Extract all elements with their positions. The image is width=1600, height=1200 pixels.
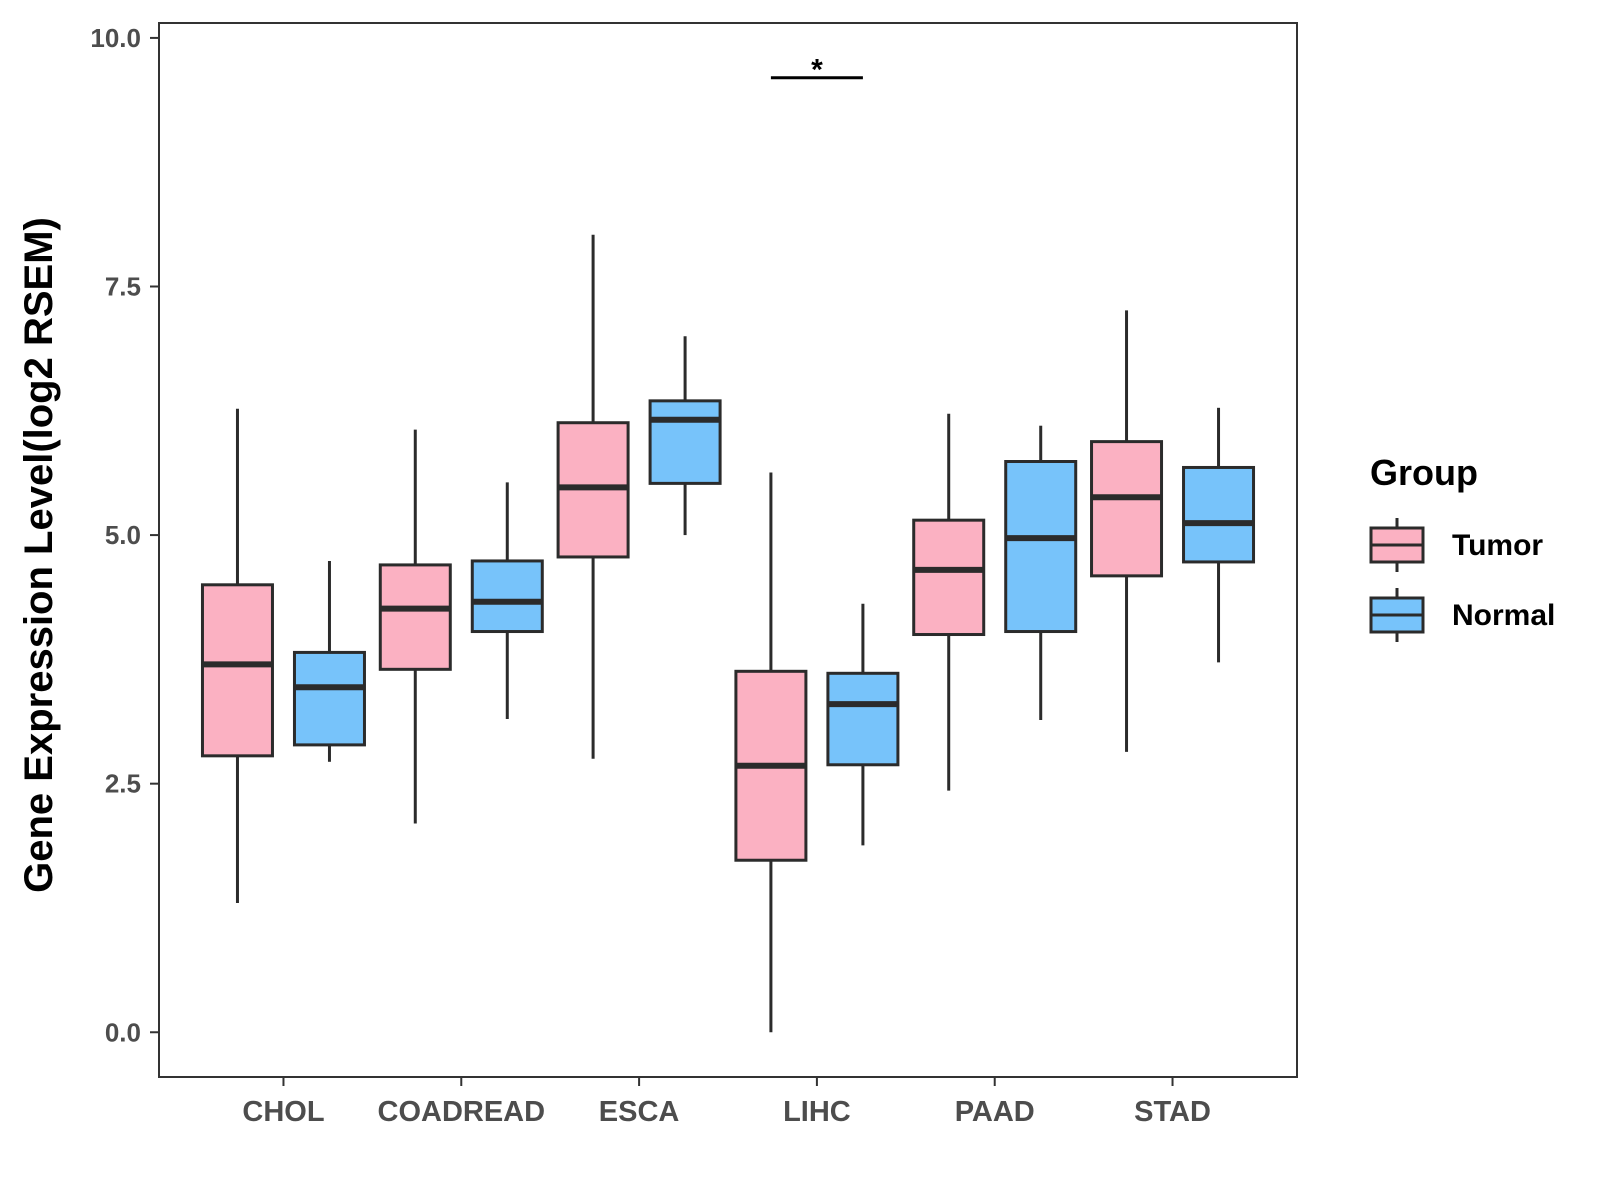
box-coadread-normal xyxy=(470,482,544,720)
y-tick-label: 0.0 xyxy=(105,1017,141,1047)
box-iqr xyxy=(1090,440,1164,578)
box-iqr xyxy=(826,671,900,767)
y-tick-label: 2.5 xyxy=(105,769,141,799)
x-tick-label-lihc: LIHC xyxy=(783,1096,851,1128)
x-tick-label-chol: CHOL xyxy=(242,1096,324,1128)
plot-area: * xyxy=(158,22,1298,1078)
y-tick-label: 7.5 xyxy=(105,272,141,302)
box-esca-normal xyxy=(648,336,722,536)
box-stad-normal xyxy=(1182,407,1256,663)
x-tick-label-coadread: COADREAD xyxy=(378,1096,546,1128)
box-coadread-tumor xyxy=(378,429,452,824)
y-axis-title: Gene Expression Level(log2 RSEM) xyxy=(17,217,61,893)
y-tick-label: 5.0 xyxy=(105,520,141,550)
box-paad-tumor xyxy=(912,413,986,791)
box-iqr xyxy=(292,650,366,747)
significance-label: * xyxy=(811,54,823,87)
x-tick-label-paad: PAAD xyxy=(955,1096,1035,1128)
legend-key-tumor: Tumor xyxy=(1369,518,1543,572)
box-paad-normal xyxy=(1004,425,1078,721)
box-lihc-normal xyxy=(826,603,900,846)
box-iqr xyxy=(912,518,986,637)
x-tick-label-esca: ESCA xyxy=(599,1096,680,1128)
box-esca-tumor xyxy=(556,234,630,759)
panel-border xyxy=(158,22,1298,1078)
box-iqr xyxy=(378,563,452,671)
box-chol-normal xyxy=(292,560,366,762)
y-axis: 0.0 2.5 5.0 7.5 10.0 xyxy=(90,23,159,1047)
legend-label-tumor: Tumor xyxy=(1452,529,1543,562)
box-iqr xyxy=(200,583,274,758)
y-tick-label: 10.0 xyxy=(90,23,141,53)
legend: Group Tumor Normal xyxy=(1369,452,1555,642)
x-axis: CHOL COADREAD ESCA LIHC PAAD STAD xyxy=(242,1077,1211,1128)
legend-key-normal: Normal xyxy=(1369,588,1555,642)
x-tick-label-stad: STAD xyxy=(1134,1096,1211,1128)
legend-label-normal: Normal xyxy=(1452,599,1555,632)
box-iqr xyxy=(648,399,722,485)
box-chol-tumor xyxy=(200,408,274,903)
legend-title: Group xyxy=(1370,452,1478,493)
box-iqr xyxy=(1182,465,1256,564)
box-lihc-tumor xyxy=(734,472,808,1033)
box-stad-tumor xyxy=(1090,310,1164,752)
box-iqr xyxy=(1004,460,1078,634)
box-iqr xyxy=(470,559,544,634)
